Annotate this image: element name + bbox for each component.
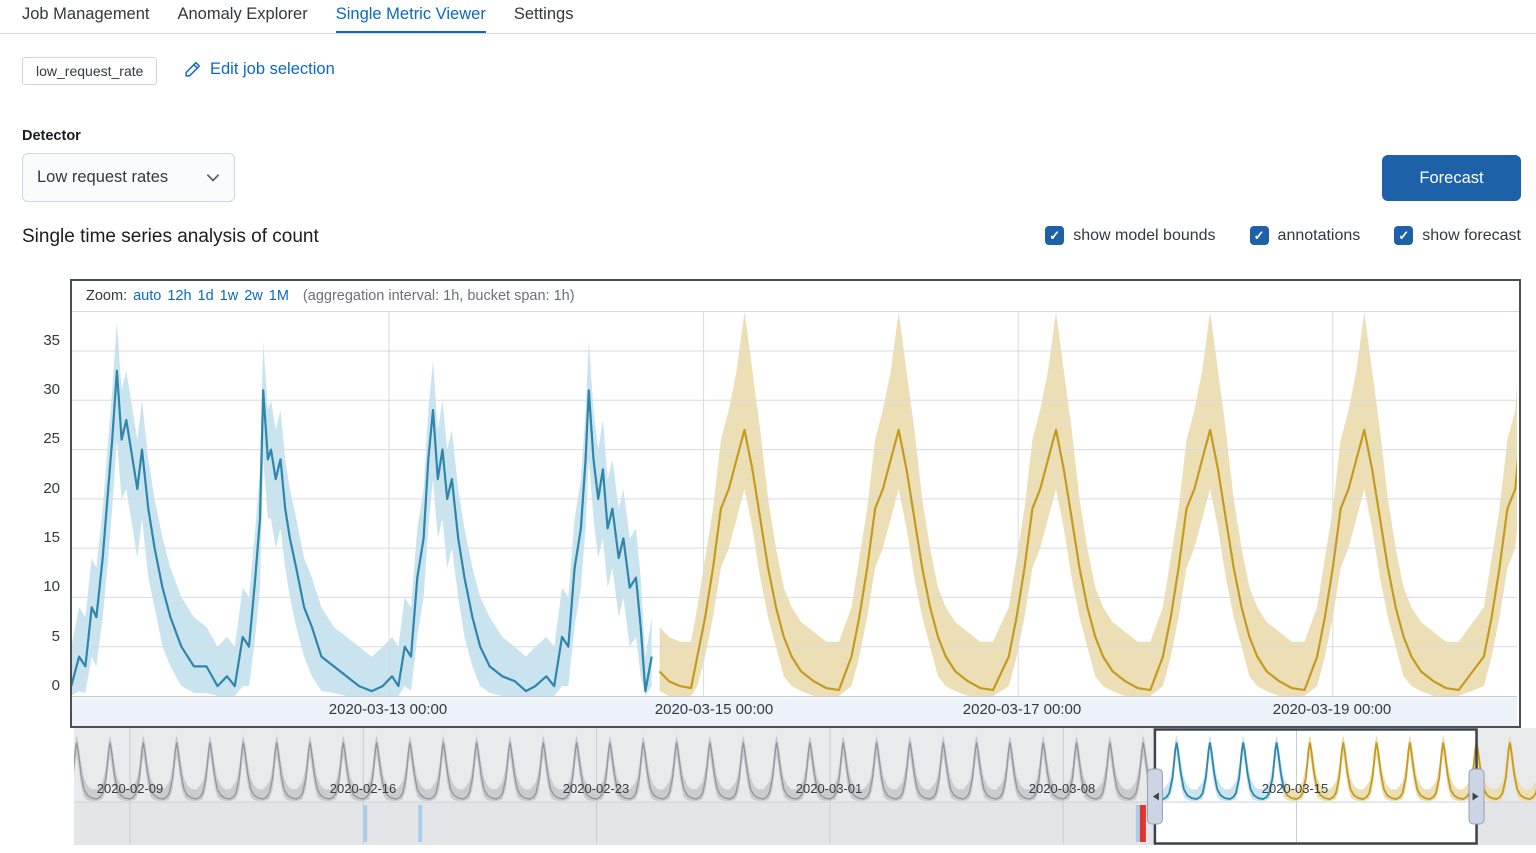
zoom-link-1d[interactable]: 1d — [197, 288, 214, 304]
y-tick: 35 — [43, 332, 60, 349]
job-selection-badge[interactable]: low_request_rate — [22, 57, 158, 85]
zoom-label: Zoom: — [86, 288, 128, 304]
y-tick: 15 — [43, 529, 60, 546]
y-tick: 0 — [51, 677, 60, 694]
detector-selected-value: Low request rates — [37, 168, 169, 186]
toggle-label: show forecast — [1422, 226, 1521, 244]
toggle-label: show model bounds — [1073, 226, 1216, 244]
zoom-link-2w[interactable]: 2w — [244, 288, 263, 304]
y-tick: 30 — [43, 381, 60, 398]
x-tick: 2020-03-19 00:00 — [1272, 701, 1392, 718]
anomaly-mark-low — [363, 805, 368, 842]
brush-handle-arrow-icon — [1152, 792, 1159, 801]
toggle-label: annotations — [1277, 226, 1361, 244]
zoom-link-auto[interactable]: auto — [133, 288, 162, 304]
pencil-icon — [184, 61, 201, 78]
y-tick: 5 — [51, 628, 60, 645]
toggle-annotations[interactable]: ✓ annotations — [1249, 226, 1361, 245]
tab-job-management[interactable]: Job Management — [22, 5, 150, 23]
y-tick: 20 — [43, 480, 60, 497]
anomaly-mark-low — [418, 805, 423, 842]
anomaly-mark-low — [1135, 805, 1140, 842]
chevron-down-icon — [204, 169, 222, 187]
zoom-link-1M[interactable]: 1M — [268, 288, 289, 304]
main-chart-container: Zoom: auto 12h 1d 1w 2w 1M (aggregation … — [70, 279, 1521, 728]
anomaly-mark-critical — [1139, 805, 1146, 842]
detector-label: Detector — [22, 128, 81, 144]
x-tick: 2020-03-15 00:00 — [654, 701, 774, 718]
y-tick: 10 — [43, 578, 60, 595]
x-tick: 2020-03-17 00:00 — [962, 701, 1082, 718]
context-chart-svg[interactable] — [74, 728, 1536, 846]
main-chart-svg[interactable] — [72, 312, 1517, 726]
toggle-show-model-bounds[interactable]: ✓ show model bounds — [1045, 226, 1216, 245]
checkbox-checked-icon[interactable]: ✓ — [1045, 226, 1065, 245]
brush-handle-arrow-icon — [1472, 792, 1479, 801]
tab-single-metric-viewer[interactable]: Single Metric Viewer — [335, 0, 500, 33]
top-tab-bar: Job Management Anomaly Explorer Single M… — [0, 0, 1536, 34]
toggle-show-forecast[interactable]: ✓ show forecast — [1394, 226, 1521, 245]
tab-settings[interactable]: Settings — [513, 5, 574, 23]
forecast-button[interactable]: Forecast — [1382, 155, 1521, 201]
zoom-link-1w[interactable]: 1w — [219, 288, 239, 304]
zoom-link-12h[interactable]: 12h — [167, 288, 192, 304]
aggregation-interval-text: (aggregation interval: 1h, bucket span: … — [302, 288, 575, 304]
detector-select[interactable]: Low request rates — [22, 153, 235, 202]
zoom-bar: Zoom: auto 12h 1d 1w 2w 1M (aggregation … — [72, 281, 1519, 312]
page-title: Single time series analysis of count — [22, 226, 319, 247]
edit-job-selection-link[interactable]: Edit job selection — [184, 60, 335, 79]
x-tick: 2020-03-13 00:00 — [328, 701, 448, 718]
checkbox-checked-icon[interactable]: ✓ — [1249, 226, 1269, 245]
checkbox-checked-icon[interactable]: ✓ — [1394, 226, 1414, 245]
tab-anomaly-explorer[interactable]: Anomaly Explorer — [177, 5, 308, 23]
y-tick: 25 — [43, 430, 60, 447]
chart-toggles: ✓ show model bounds ✓ annotations ✓ show… — [1045, 226, 1521, 245]
edit-link-label: Edit job selection — [210, 60, 335, 78]
